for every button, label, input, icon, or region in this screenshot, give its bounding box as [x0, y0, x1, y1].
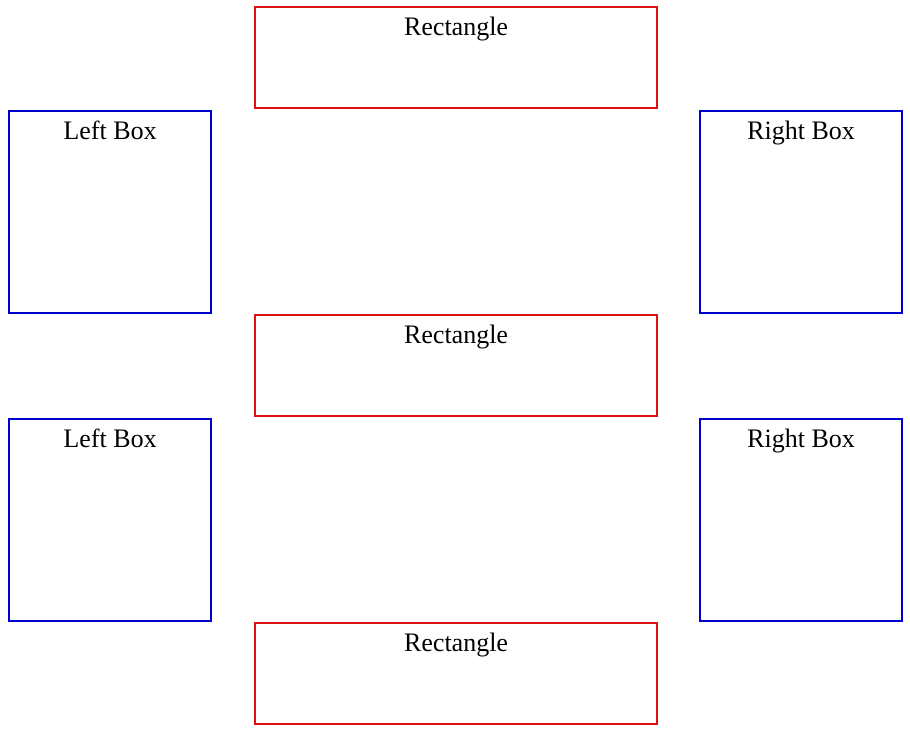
- left-box-1-label: Left Box: [63, 116, 157, 145]
- right-box-2-label: Right Box: [747, 424, 855, 453]
- rectangle-1: Rectangle: [254, 6, 658, 109]
- right-box-2: Right Box: [699, 418, 903, 622]
- rectangle-2-label: Rectangle: [404, 320, 508, 349]
- right-box-1: Right Box: [699, 110, 903, 314]
- left-box-2: Left Box: [8, 418, 212, 622]
- rectangle-2: Rectangle: [254, 314, 658, 417]
- left-box-2-label: Left Box: [63, 424, 157, 453]
- left-box-1: Left Box: [8, 110, 212, 314]
- rectangle-3: Rectangle: [254, 622, 658, 725]
- rectangle-1-label: Rectangle: [404, 12, 508, 41]
- rectangle-3-label: Rectangle: [404, 628, 508, 657]
- right-box-1-label: Right Box: [747, 116, 855, 145]
